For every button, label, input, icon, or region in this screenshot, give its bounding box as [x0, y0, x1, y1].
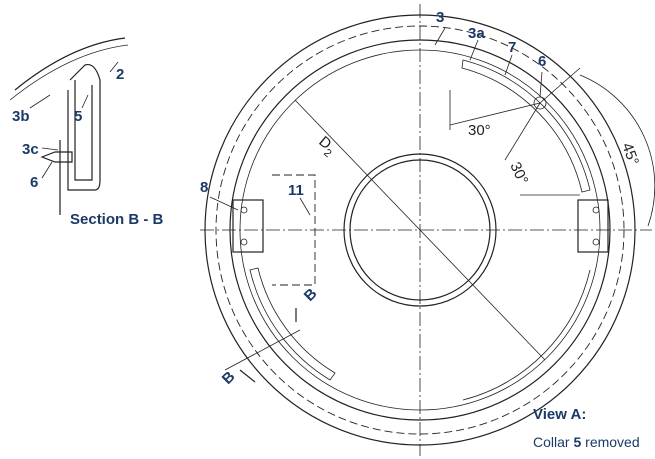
leader [505, 55, 512, 75]
rail [463, 270, 590, 400]
label: 2 [116, 66, 124, 83]
leader [300, 198, 310, 215]
ring [10, 45, 128, 100]
bracket [578, 200, 608, 252]
label: 5 [74, 108, 82, 125]
diagram: 3 3a 7 6 8 11 45° 30° 30° D2 B B 2 3b 5 … [0, 0, 655, 459]
arrow [240, 370, 255, 382]
angle-arc [580, 75, 655, 226]
label: 8 [200, 179, 208, 196]
angle: 30° [468, 122, 491, 139]
section-mark: B [219, 368, 239, 388]
diameter: D2 [313, 133, 339, 160]
leader [210, 197, 238, 210]
screw [241, 207, 247, 213]
angle: 30° [506, 160, 531, 188]
bracket [233, 200, 263, 252]
label: 3 [436, 9, 444, 26]
dimension-line [540, 68, 580, 103]
leader [470, 40, 478, 60]
leader [82, 95, 88, 108]
view-note: Collar 5 removed [533, 434, 640, 450]
section-mark: B [301, 285, 321, 305]
dimension-line [505, 103, 540, 160]
dimension-line [450, 103, 540, 125]
label: 3c [22, 141, 39, 158]
label: 7 [508, 39, 516, 56]
label: 3a [468, 25, 485, 42]
leader [42, 162, 52, 178]
section-caption: Section B - B [70, 211, 164, 228]
angle: 45° [618, 141, 642, 168]
label: 6 [30, 174, 38, 191]
screw [241, 239, 247, 245]
label: 3b [12, 108, 30, 125]
leader [435, 28, 445, 45]
label: 11 [288, 182, 304, 199]
note-text: removed [585, 434, 639, 450]
leader [42, 148, 58, 150]
note-number: 5 [573, 434, 581, 450]
ring [15, 38, 125, 90]
section-view: 2 3b 5 3c 6 Section B - B [10, 38, 164, 228]
screw [593, 207, 599, 213]
view-title: View A: [533, 406, 586, 423]
label: 6 [538, 53, 546, 70]
main-view: 3 3a 7 6 8 11 45° 30° 30° D2 B B [200, 4, 655, 456]
leader [30, 95, 50, 108]
collar [68, 65, 100, 190]
note-text: Collar [533, 434, 570, 450]
screw [593, 239, 599, 245]
collar [75, 80, 92, 180]
